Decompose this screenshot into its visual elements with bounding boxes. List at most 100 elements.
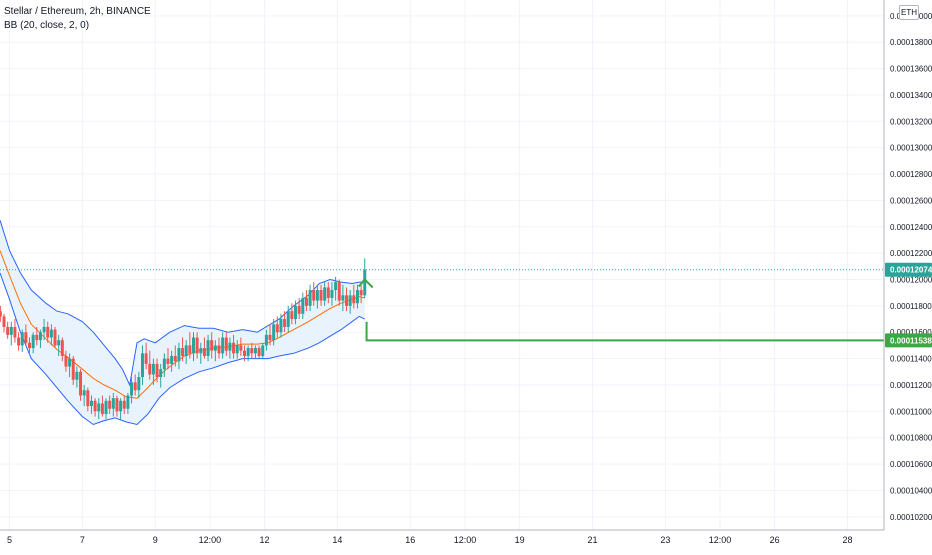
candle-body — [111, 398, 115, 409]
candle — [130, 377, 134, 404]
candle-body — [283, 319, 287, 327]
candle — [253, 345, 257, 359]
candle — [261, 342, 265, 359]
candle-body — [100, 403, 104, 414]
candle — [286, 305, 290, 333]
candle — [191, 332, 195, 362]
candle-body — [199, 348, 203, 354]
candle — [308, 284, 312, 312]
candle — [352, 284, 356, 309]
candle-body — [235, 345, 239, 354]
candle — [144, 342, 148, 370]
currency-badge[interactable]: ETH — [899, 5, 919, 20]
candle — [151, 358, 155, 385]
candle-body — [221, 337, 225, 354]
x-tick-label: 9 — [153, 535, 158, 545]
candle-body — [119, 400, 123, 412]
candle — [75, 366, 79, 388]
candle-body — [46, 326, 50, 338]
x-tick-label: 5 — [7, 535, 12, 545]
candle-body — [243, 350, 247, 356]
bb-upper-line — [0, 220, 365, 387]
candle-body — [166, 358, 170, 364]
candle — [115, 395, 119, 417]
candle — [188, 332, 192, 359]
x-tick-label: 7 — [80, 535, 85, 545]
candle — [68, 353, 72, 378]
candle-body — [337, 282, 341, 301]
candle — [13, 319, 17, 343]
y-tick-label: 0.00010600 — [890, 460, 932, 469]
candle-body — [82, 390, 86, 396]
candle — [119, 398, 123, 420]
candle-body — [155, 363, 159, 378]
candle-body — [64, 355, 68, 367]
candle — [140, 345, 144, 385]
candle — [155, 358, 159, 383]
candle-body — [133, 382, 137, 391]
annotations — [0, 269, 884, 342]
candle — [312, 282, 316, 306]
candle — [257, 345, 261, 359]
candle — [294, 300, 298, 325]
candle — [213, 340, 217, 362]
current-price-label: 0.00012074 — [885, 262, 932, 277]
candle-body — [239, 345, 243, 351]
candle — [301, 292, 305, 320]
candle — [275, 316, 279, 338]
candle — [126, 392, 130, 414]
candle — [89, 395, 93, 414]
candle-body — [308, 290, 312, 306]
candle — [323, 282, 327, 306]
y-tick-label: 0.00012400 — [890, 223, 932, 232]
candle — [86, 387, 90, 412]
candle — [100, 395, 104, 417]
candle — [35, 326, 39, 346]
candle — [9, 321, 13, 346]
y-tick-label: 0.00011800 — [890, 302, 932, 311]
candle — [228, 337, 232, 359]
candle — [17, 332, 21, 351]
candle-body — [170, 355, 174, 364]
candle — [304, 290, 308, 312]
candle-body — [68, 358, 72, 367]
candle-body — [89, 400, 93, 407]
candle — [2, 313, 6, 333]
y-tick-label: 0.00011000 — [890, 407, 932, 416]
candle — [97, 398, 101, 420]
grid — [0, 0, 884, 530]
y-tick-label: 0.00010800 — [890, 434, 932, 443]
candle-body — [330, 290, 334, 298]
candle — [162, 353, 166, 378]
candle — [235, 340, 239, 359]
candle — [199, 342, 203, 364]
indicator-title[interactable]: BB (20, close, 2, 0) — [4, 20, 90, 31]
candle — [246, 345, 250, 362]
candle-body — [20, 332, 24, 346]
candle-body — [301, 297, 305, 314]
y-tick-label: 0.00013200 — [890, 117, 932, 126]
candles — [0, 258, 367, 420]
candle-body — [210, 340, 214, 351]
candle — [210, 332, 214, 359]
candle-body — [144, 353, 148, 364]
candle-body — [104, 400, 108, 414]
candle — [24, 324, 28, 346]
candle — [326, 282, 330, 304]
candle-body — [38, 332, 42, 341]
candle-body — [71, 358, 75, 380]
candle — [173, 345, 177, 367]
candle — [177, 342, 181, 370]
candle-body — [97, 403, 101, 412]
candle-body — [250, 348, 254, 354]
candle-body — [31, 334, 35, 349]
symbol-title[interactable]: Stellar / Ethereum, 2h, BINANCE — [4, 6, 151, 17]
candle — [184, 340, 188, 364]
candle — [345, 287, 349, 312]
candle-body — [355, 290, 359, 304]
bb-lower-line — [0, 272, 366, 426]
candle-body — [181, 348, 185, 356]
x-tick-label: 21 — [587, 535, 597, 545]
